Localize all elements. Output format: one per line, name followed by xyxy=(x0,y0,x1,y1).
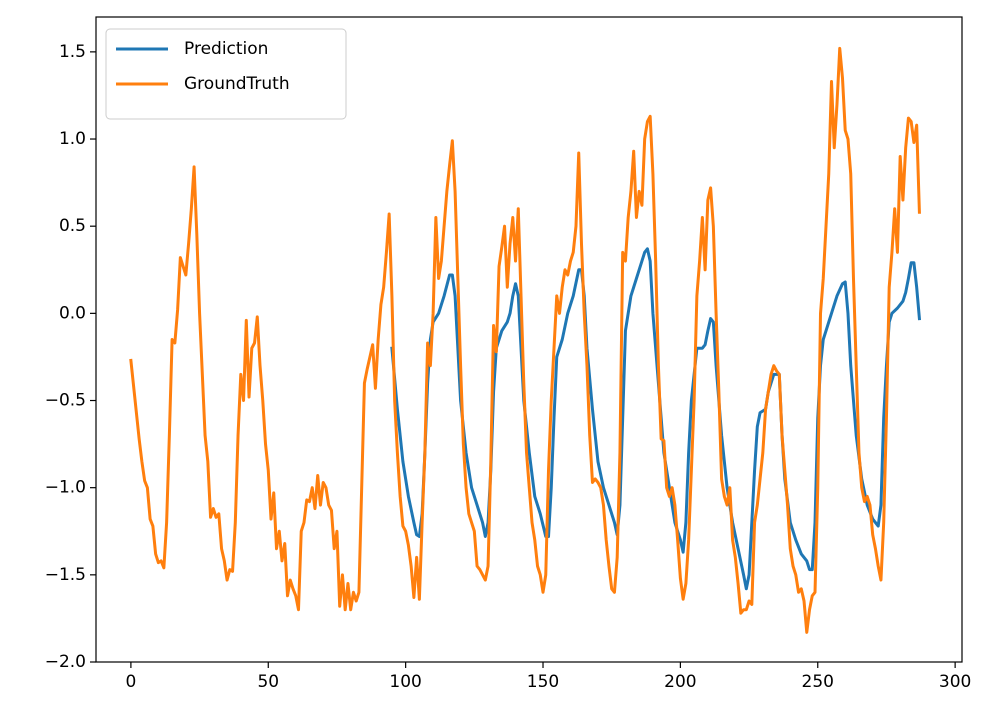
y-tick-label: 1.5 xyxy=(59,42,86,62)
legend-label: Prediction xyxy=(184,39,268,59)
y-tick-label: −1.0 xyxy=(45,478,86,498)
x-tick-label: 0 xyxy=(125,672,136,692)
x-tick-label: 50 xyxy=(257,672,279,692)
x-tick-label: 100 xyxy=(389,672,421,692)
series-line xyxy=(129,46,921,634)
plot-area xyxy=(96,17,962,662)
y-tick-label: −0.5 xyxy=(45,391,86,411)
x-tick-label: 150 xyxy=(527,672,559,692)
y-tick-label: −2.0 xyxy=(45,652,86,672)
legend-label: GroundTruth xyxy=(184,74,290,94)
y-tick-label: 0.0 xyxy=(59,303,86,323)
x-tick-label: 200 xyxy=(664,672,696,692)
axes-frame xyxy=(95,16,963,663)
x-tick-label: 300 xyxy=(939,672,971,692)
y-tick-label: −1.5 xyxy=(45,565,86,585)
y-tick-label: 0.5 xyxy=(59,216,86,236)
y-tick-label: 1.0 xyxy=(59,129,86,149)
legend-box xyxy=(105,28,347,120)
x-tick-label: 250 xyxy=(802,672,834,692)
